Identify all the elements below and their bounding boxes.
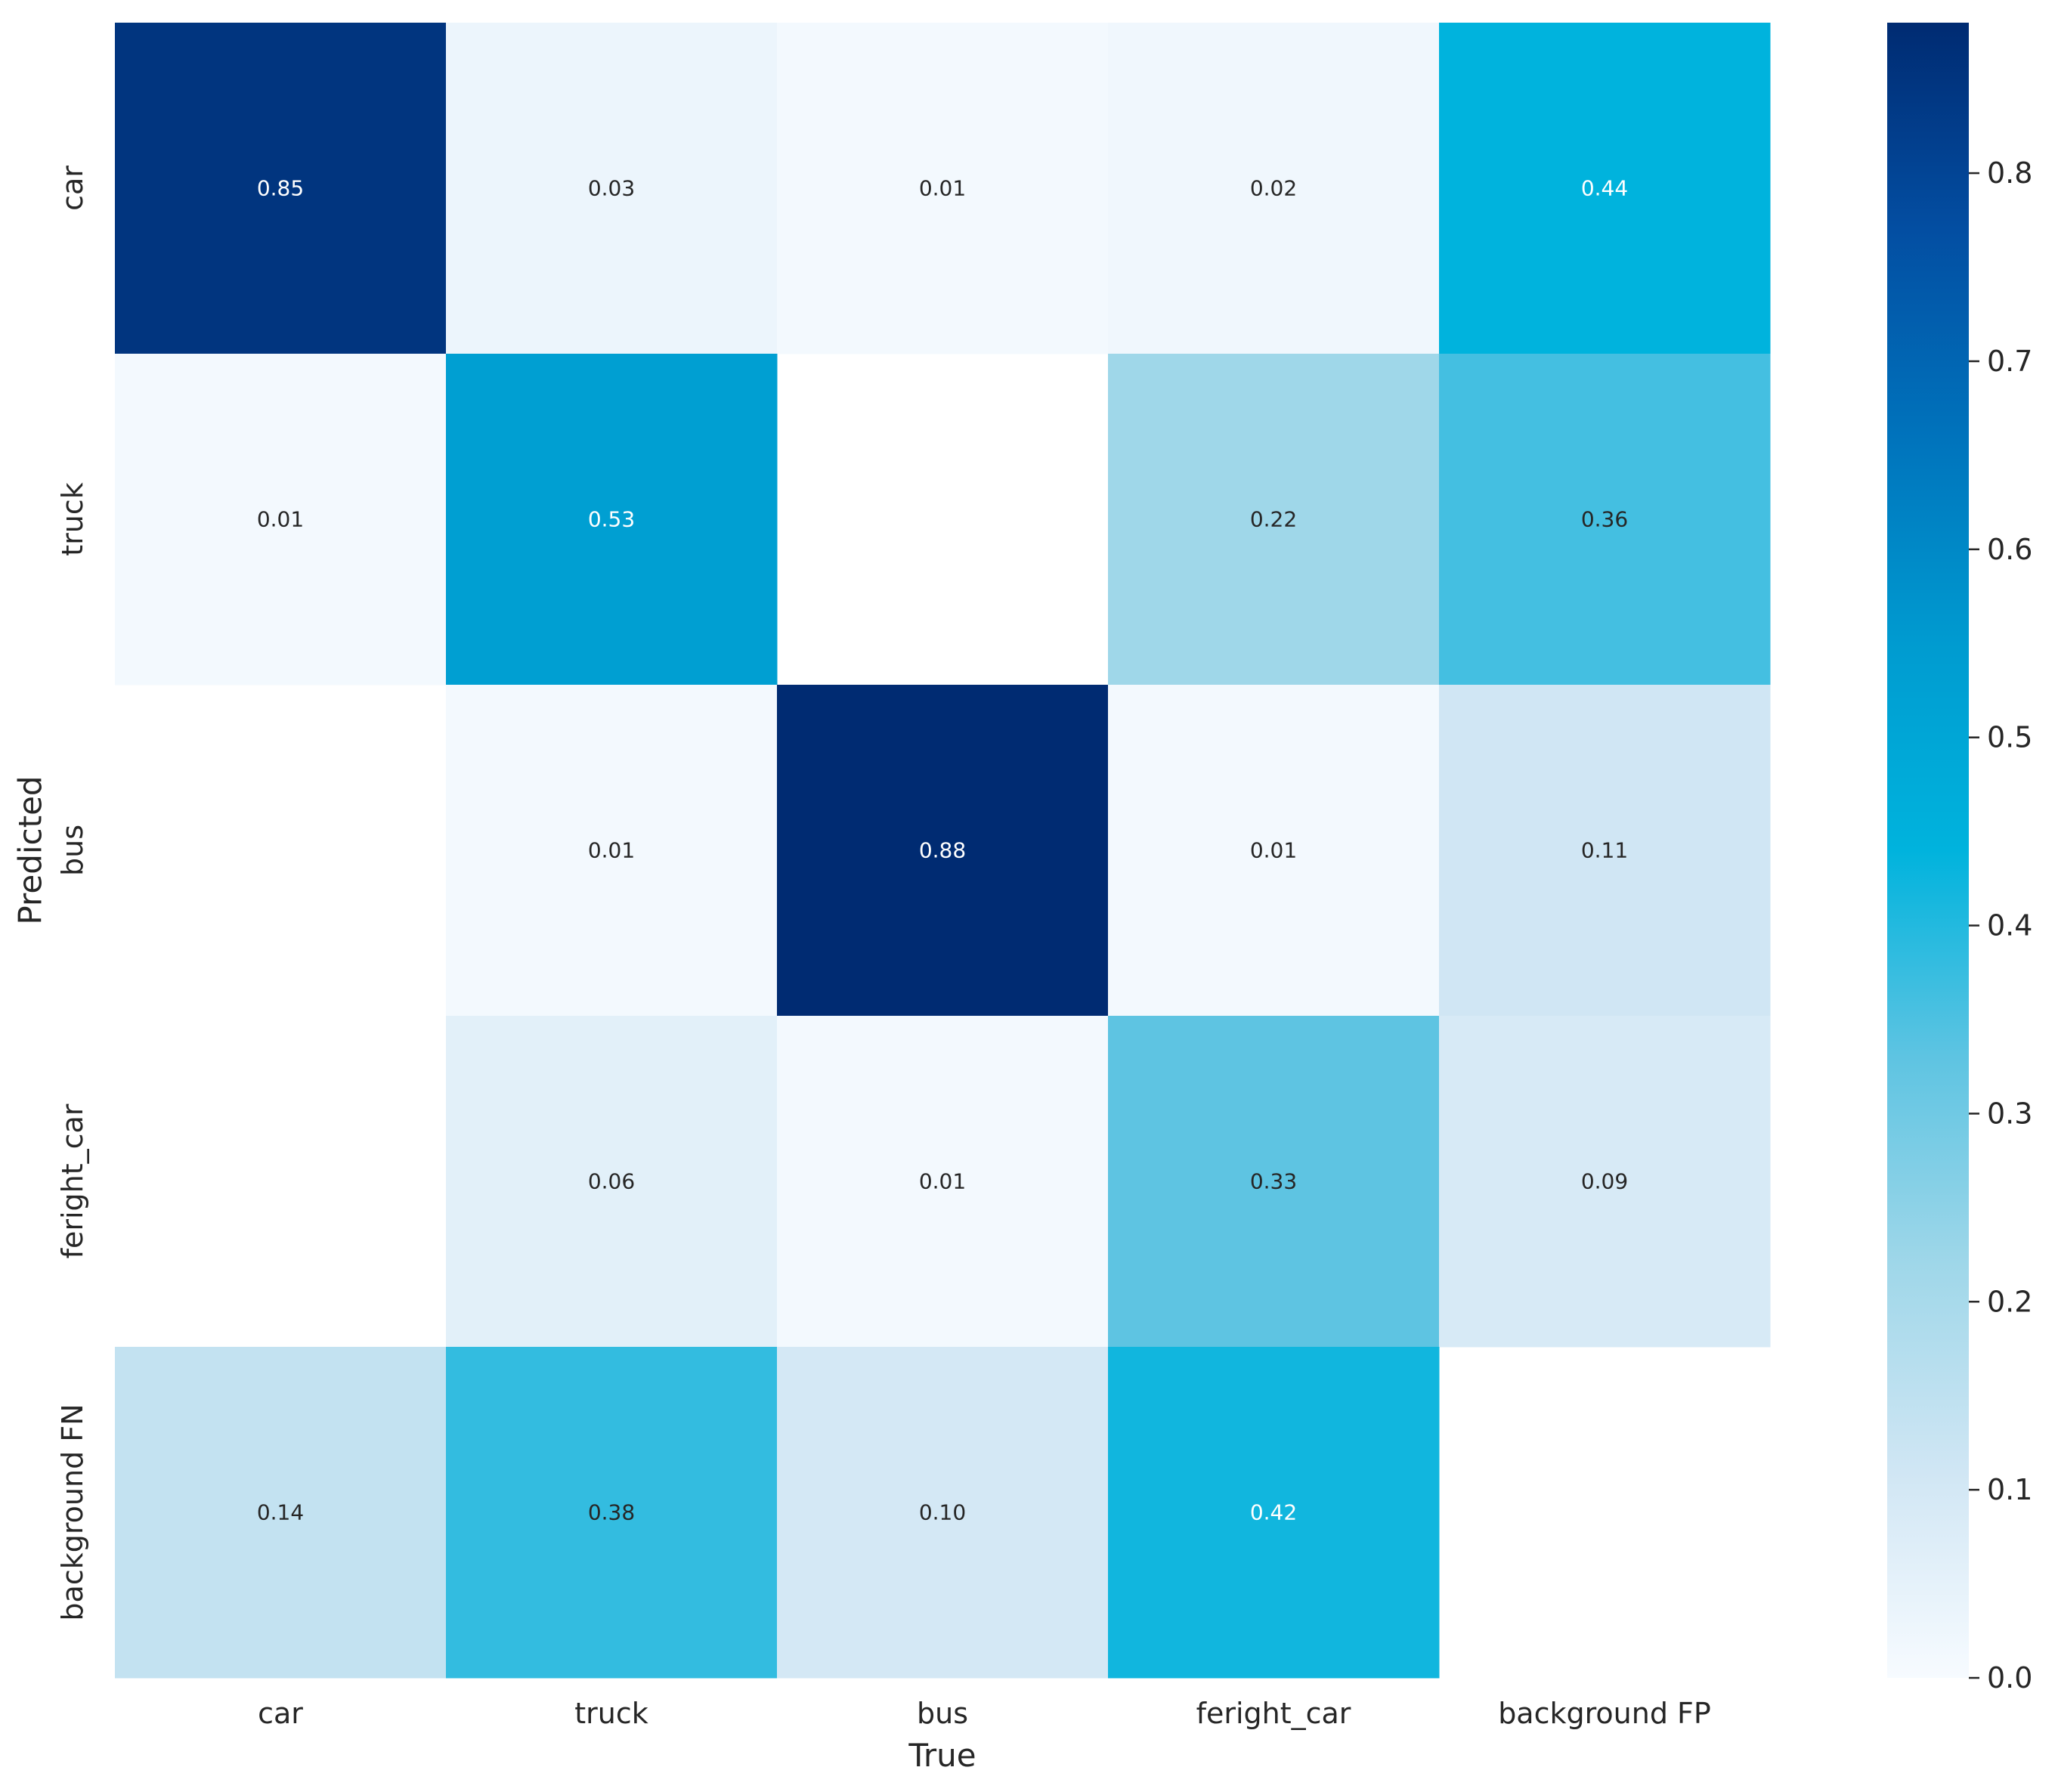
cell-value-label: 0.88	[919, 838, 966, 863]
y-tick-label: feright_car	[56, 1103, 89, 1258]
heatmap-cell-2-4	[1439, 685, 1771, 1017]
heatmap-cell-1-0	[115, 354, 447, 686]
colorbar-tick-label: 0.3	[1987, 1097, 2032, 1130]
cell-value-label: 0.10	[919, 1500, 966, 1525]
colorbar-tick-label: 0.1	[1987, 1473, 2032, 1506]
heatmap-cell-0-4	[1439, 23, 1771, 354]
cell-value-label: 0.38	[588, 1500, 635, 1525]
heatmap-cell-2-1	[446, 685, 778, 1017]
colorbar-tick-label: 0.7	[1987, 345, 2032, 378]
cell-value-label: 0.22	[1250, 507, 1297, 532]
cell-value-label: 0.01	[919, 1169, 966, 1194]
x-tick-label: feright_car	[1196, 1697, 1351, 1730]
heatmap-cell-1-1	[446, 354, 778, 686]
heatmap-cell-4-0	[115, 1347, 447, 1679]
x-tick-label: bus	[917, 1697, 968, 1730]
y-tick-label: bus	[56, 825, 89, 876]
cell-value-label: 0.85	[257, 176, 304, 201]
heatmap-cell-4-3	[1108, 1347, 1440, 1679]
heatmap-cell-3-4	[1439, 1016, 1771, 1348]
heatmap-cell-2-3	[1108, 685, 1440, 1017]
colorbar-tick-label: 0.0	[1987, 1661, 2032, 1695]
cell-value-label: 0.01	[257, 507, 304, 532]
heatmap-cell-0-1	[446, 23, 778, 354]
y-tick-label: truck	[56, 482, 89, 556]
heatmap-cell-3-3	[1108, 1016, 1440, 1348]
cell-value-label: 0.09	[1581, 1169, 1628, 1194]
cell-value-label: 0.01	[919, 176, 966, 201]
colorbar-tick-label: 0.5	[1987, 721, 2032, 754]
cell-value-label: 0.01	[588, 838, 635, 863]
cell-value-label: 0.02	[1250, 176, 1297, 201]
heatmap-cell-1-3	[1108, 354, 1440, 686]
heatmap-cell-3-1	[446, 1016, 778, 1348]
cell-value-label: 0.42	[1250, 1500, 1297, 1525]
cell-value-label: 0.14	[257, 1500, 304, 1525]
heatmap-cell-1-4	[1439, 354, 1771, 686]
heatmap-cell-4-1	[446, 1347, 778, 1679]
heatmap-cell-3-2	[777, 1016, 1109, 1348]
x-tick-label: car	[258, 1697, 303, 1730]
cell-value-label: 0.36	[1581, 507, 1628, 532]
cell-value-label: 0.44	[1581, 176, 1628, 201]
x-tick-label: truck	[574, 1697, 648, 1730]
x-tick-label: background FP	[1498, 1697, 1711, 1730]
cell-value-label: 0.33	[1250, 1169, 1297, 1194]
heatmap-cell-2-2	[777, 685, 1109, 1017]
colorbar-tick-label: 0.4	[1987, 909, 2032, 942]
x-axis-label: True	[908, 1737, 976, 1774]
y-axis-label: Predicted	[12, 775, 49, 924]
cell-value-label: 0.06	[588, 1169, 635, 1194]
colorbar-tick-label: 0.8	[1987, 156, 2032, 190]
y-tick-label: background FN	[56, 1404, 89, 1620]
cell-value-label: 0.53	[588, 507, 635, 532]
colorbar	[1887, 23, 1969, 1678]
colorbar-tick-label: 0.6	[1987, 533, 2032, 566]
colorbar-tick-label: 0.2	[1987, 1285, 2032, 1318]
cell-value-label: 0.03	[588, 176, 635, 201]
heatmap-cell-0-2	[777, 23, 1109, 354]
heatmap-cell-4-2	[777, 1347, 1109, 1679]
cell-value-label: 0.11	[1581, 838, 1628, 863]
cell-value-label: 0.01	[1250, 838, 1297, 863]
heatmap-cell-0-0	[115, 23, 447, 354]
heatmap-cell-0-3	[1108, 23, 1440, 354]
y-tick-label: car	[56, 166, 89, 211]
